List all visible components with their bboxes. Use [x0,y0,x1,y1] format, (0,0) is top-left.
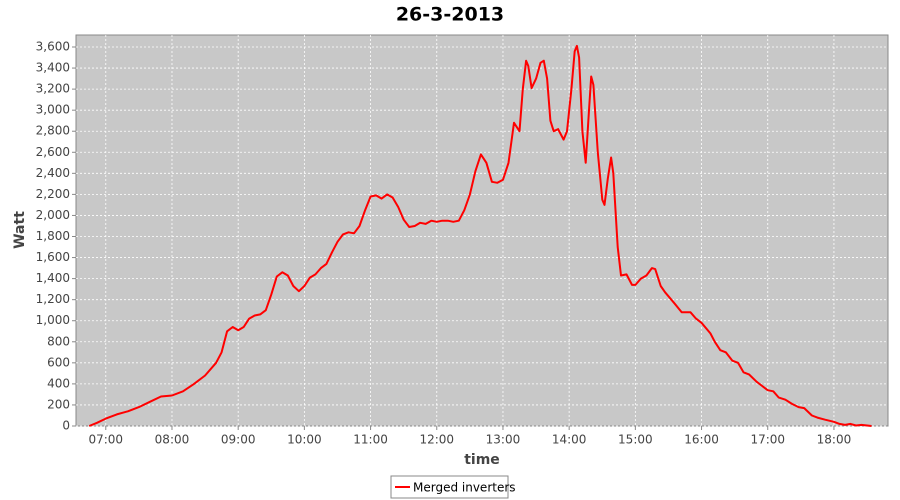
x-tick-label: 18:00 [817,433,852,447]
legend [390,475,509,499]
x-tick-label: 11:00 [353,433,388,447]
y-tick-label: 1,600 [36,250,70,264]
y-tick-label: 600 [47,355,70,369]
x-tick-label: 17:00 [750,433,785,447]
y-tick-label: 2,400 [36,166,70,180]
x-tick-label: 12:00 [419,433,454,447]
x-tick-label: 09:00 [221,433,256,447]
x-tick-label: 08:00 [155,433,190,447]
x-tick-label: 07:00 [88,433,123,447]
y-tick-label: 3,400 [36,61,70,75]
y-tick-label: 3,600 [36,40,70,54]
x-axis-label: time [464,452,500,468]
y-tick-label: 400 [47,376,70,390]
y-tick-label: 2,600 [36,145,70,159]
y-tick-label: 1,400 [36,271,70,285]
y-tick-label: 2,200 [36,187,70,201]
y-tick-label: 2,800 [36,124,70,138]
x-tick-label: 14:00 [552,433,587,447]
plot-area [75,34,889,427]
x-tick-label: 16:00 [684,433,719,447]
y-tick-label: 3,200 [36,82,70,96]
y-tick-label: 0 [62,419,70,433]
y-tick-label: 200 [47,397,70,411]
legend-label: Merged inverters [413,481,516,495]
y-tick-label: 1,000 [36,313,70,327]
y-tick-label: 3,000 [36,103,70,117]
y-tick-label: 1,800 [36,229,70,243]
chart-title: 26-3-2013 [396,4,504,26]
x-tick-label: 10:00 [287,433,322,447]
x-tick-label: 15:00 [618,433,653,447]
x-tick-label: 13:00 [486,433,521,447]
y-tick-label: 800 [47,334,70,348]
y-tick-label: 2,000 [36,208,70,222]
series-line [88,44,872,427]
y-tick-label: 1,200 [36,292,70,306]
y-axis-label: Watt [12,211,28,249]
